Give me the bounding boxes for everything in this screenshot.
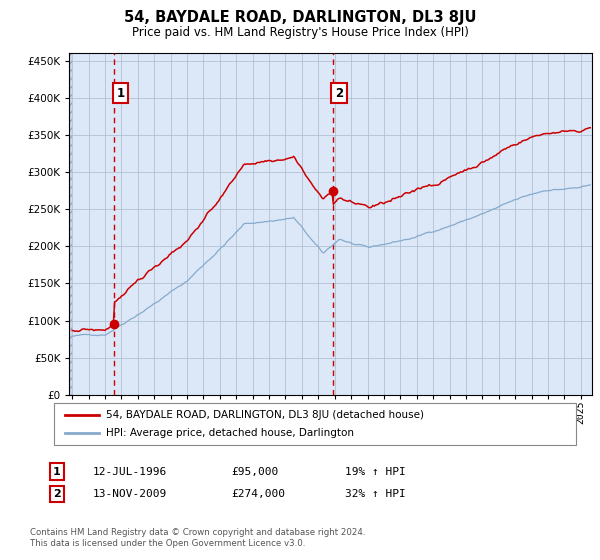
Text: 12-JUL-1996: 12-JUL-1996 (93, 466, 167, 477)
Bar (69, 53, 72, 395)
Text: HPI: Average price, detached house, Darlington: HPI: Average price, detached house, Darl… (106, 428, 354, 438)
Text: 32% ↑ HPI: 32% ↑ HPI (345, 489, 406, 499)
Text: 2: 2 (335, 87, 343, 100)
Text: 19% ↑ HPI: 19% ↑ HPI (345, 466, 406, 477)
Text: 1: 1 (116, 87, 124, 100)
Text: 2: 2 (53, 489, 61, 499)
Text: £274,000: £274,000 (231, 489, 285, 499)
Text: £95,000: £95,000 (231, 466, 278, 477)
Text: 1: 1 (53, 466, 61, 477)
Text: Price paid vs. HM Land Registry's House Price Index (HPI): Price paid vs. HM Land Registry's House … (131, 26, 469, 39)
Text: Contains HM Land Registry data © Crown copyright and database right 2024.
This d: Contains HM Land Registry data © Crown c… (30, 528, 365, 548)
Text: 54, BAYDALE ROAD, DARLINGTON, DL3 8JU: 54, BAYDALE ROAD, DARLINGTON, DL3 8JU (124, 11, 476, 25)
Text: 13-NOV-2009: 13-NOV-2009 (93, 489, 167, 499)
Text: 54, BAYDALE ROAD, DARLINGTON, DL3 8JU (detached house): 54, BAYDALE ROAD, DARLINGTON, DL3 8JU (d… (106, 409, 424, 419)
